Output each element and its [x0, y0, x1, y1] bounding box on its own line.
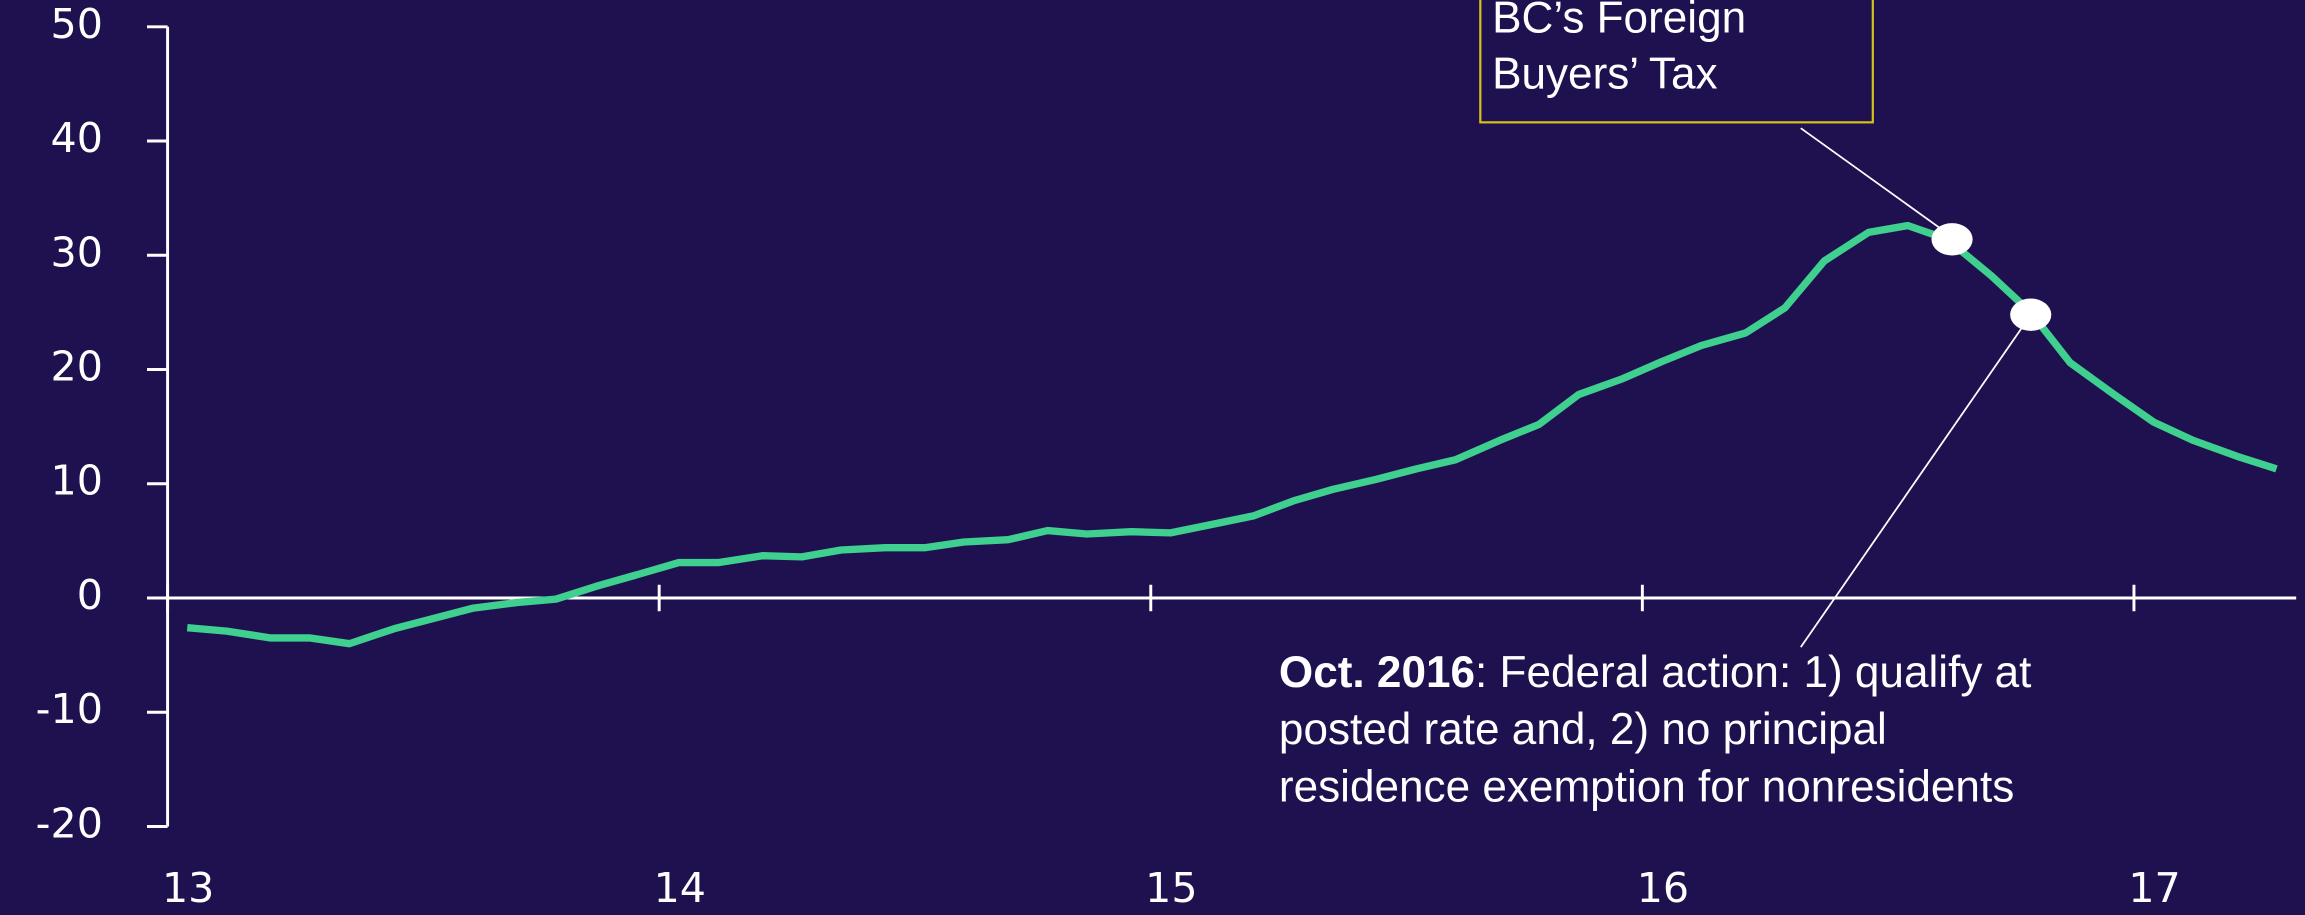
annotation-text: BC’s Foreign	[1492, 0, 1746, 43]
leader-line	[1800, 127, 1944, 232]
y-tick-label: 30	[51, 228, 103, 276]
annotation-text: Buyers’ Tax	[1492, 49, 1717, 98]
y-tick-label: 0	[77, 571, 103, 619]
y-tick-label: 20	[51, 343, 103, 391]
x-tick-label: 17	[2128, 864, 2180, 912]
y-tick-label: 10	[51, 457, 103, 505]
annotation-marker	[1931, 223, 1973, 256]
line-series	[186, 221, 2278, 648]
y-tick-label: -10	[36, 685, 103, 733]
x-tick-label: 14	[654, 864, 706, 912]
x-tick-label: 16	[1637, 864, 1689, 912]
annotation-text: posted rate and, 2) no principal	[1279, 705, 1887, 754]
x-tick-label: 13	[162, 864, 214, 912]
annotation-box	[1479, 0, 1874, 124]
annotation-text: Oct. 2016: Federal action: 1) qualify at	[1279, 648, 2031, 697]
annotation-text: : Federal action: 1) qualify at	[1475, 648, 2031, 697]
x-tick-label: 15	[1145, 864, 1197, 912]
y-tick-label: -20	[36, 799, 103, 847]
y-tick-label: 40	[51, 114, 103, 162]
annotation-bold: Oct. 2016	[1279, 648, 1475, 697]
annotation-text: residence exemption for nonresidents	[1279, 762, 2014, 811]
y-tick-label: 50	[51, 0, 103, 48]
annotation-marker	[2010, 298, 2052, 331]
leader-line	[1800, 322, 2026, 648]
